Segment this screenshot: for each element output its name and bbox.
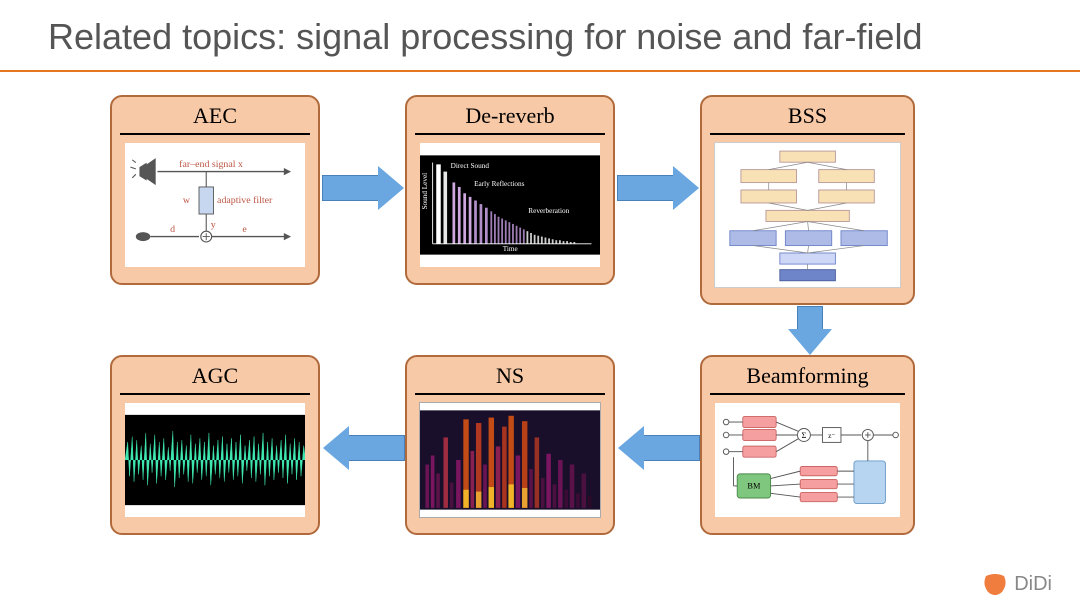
arrow-aec-to-dereverb [322, 175, 379, 201]
svg-text:z⁻: z⁻ [828, 431, 835, 440]
svg-text:Reverberation: Reverberation [528, 207, 569, 215]
card-bss: BSS [700, 95, 915, 305]
card-aec: AEC far–end signal x w adaptive filter y [110, 95, 320, 285]
svg-text:Early Reflections: Early Reflections [474, 180, 525, 188]
card-dereverb: De-reverb Sound Level Time Direct Sound … [405, 95, 615, 285]
logo: DiDi [982, 573, 1052, 596]
beamforming-diagram: Σ z⁻ BM [715, 403, 900, 517]
card-ns: NS [405, 355, 615, 535]
bss-flowchart [714, 142, 901, 288]
card-beamforming: Beamforming Σ [700, 355, 915, 535]
svg-text:Direct Sound: Direct Sound [450, 162, 489, 170]
card-beamforming-label: Beamforming [710, 357, 905, 395]
card-dereverb-label: De-reverb [415, 97, 605, 135]
arrow-beamforming-to-ns [643, 435, 700, 461]
logo-text: DiDi [1014, 573, 1052, 596]
svg-text:d: d [170, 224, 175, 235]
card-agc-body [112, 395, 318, 525]
card-bss-label: BSS [710, 97, 905, 135]
dereverb-plot: Sound Level Time Direct Sound Early Refl… [420, 143, 601, 267]
slide: Related topics: signal processing for no… [0, 0, 1080, 612]
card-beamforming-body: Σ z⁻ BM [702, 395, 913, 525]
card-agc: AGC [110, 355, 320, 535]
svg-text:Time: Time [503, 245, 518, 253]
svg-text:w: w [183, 195, 191, 206]
svg-text:adaptive filter: adaptive filter [217, 195, 273, 206]
arrow-dereverb-to-bss [617, 175, 674, 201]
didi-icon [982, 574, 1008, 596]
card-agc-label: AGC [120, 357, 310, 395]
ns-spectrogram [419, 402, 602, 518]
bm-label: BM [747, 482, 761, 491]
agc-waveform [125, 403, 306, 517]
arrow-ns-to-agc [348, 435, 405, 461]
card-aec-body: far–end signal x w adaptive filter y d e [112, 135, 318, 275]
card-aec-label: AEC [120, 97, 310, 135]
page-title: Related topics: signal processing for no… [48, 16, 922, 58]
card-bss-body [702, 135, 913, 295]
aec-label-farend: far–end signal x [179, 159, 243, 170]
title-divider [0, 70, 1080, 72]
arrow-bss-to-beamforming [797, 306, 823, 330]
card-dereverb-body: Sound Level Time Direct Sound Early Refl… [407, 135, 613, 275]
svg-text:Sound Level: Sound Level [421, 173, 429, 210]
aec-diagram: far–end signal x w adaptive filter y d e [125, 143, 306, 267]
svg-text:Σ: Σ [801, 431, 806, 440]
svg-text:y: y [210, 220, 215, 231]
card-ns-label: NS [415, 357, 605, 395]
svg-text:e: e [242, 224, 247, 235]
card-ns-body [407, 395, 613, 525]
